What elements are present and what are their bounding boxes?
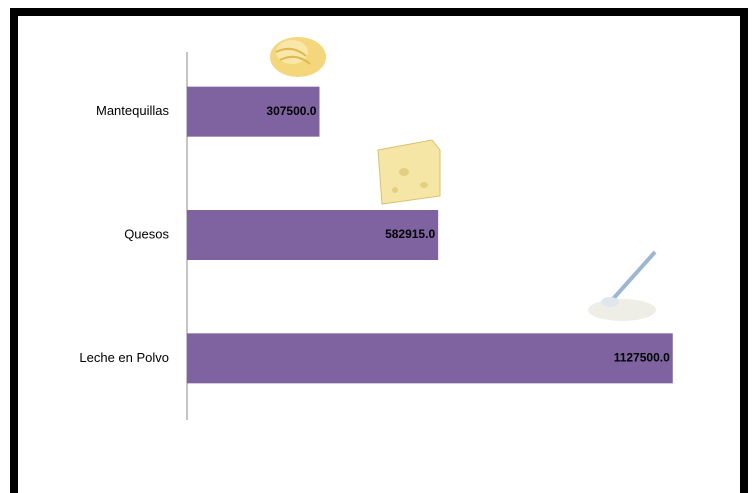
bar bbox=[187, 210, 439, 260]
y-tick-label: Quesos bbox=[124, 226, 169, 241]
powder-icon bbox=[588, 250, 657, 321]
value-label: 1127500.0 bbox=[614, 351, 670, 365]
butter-icon bbox=[270, 37, 326, 77]
value-label: 582915.0 bbox=[385, 227, 435, 241]
y-tick-label: Leche en Polvo bbox=[79, 350, 169, 365]
cheese-icon bbox=[377, 139, 441, 205]
bar bbox=[187, 333, 673, 384]
y-tick-label: Mantequillas bbox=[96, 103, 169, 118]
frame bbox=[10, 8, 748, 493]
bar bbox=[187, 86, 320, 137]
value-label: 307500.0 bbox=[266, 104, 316, 118]
